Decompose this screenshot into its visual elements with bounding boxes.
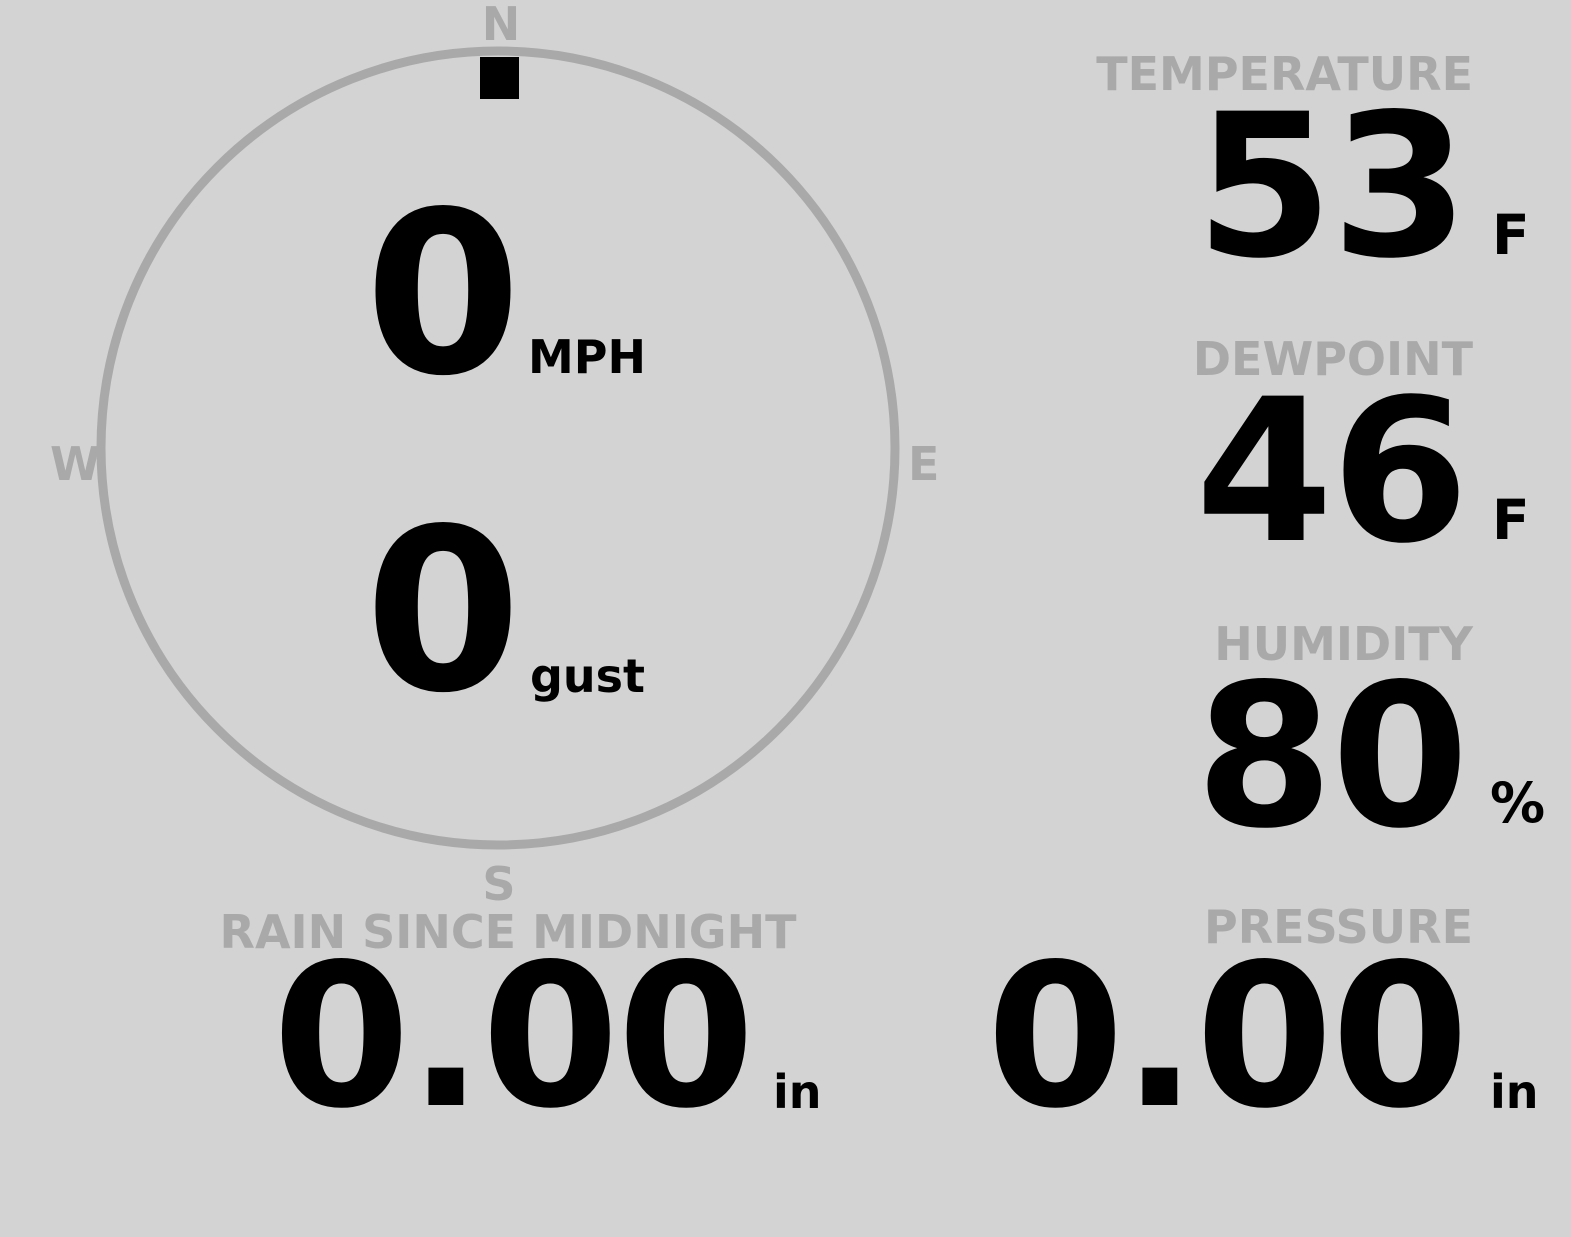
compass-ring [96,46,900,850]
rain-value: 0.00 [272,921,755,1152]
temperature-value: 53 [1195,71,1469,302]
wind-gust-unit: gust [530,649,646,703]
compass-east: E [908,437,940,491]
pressure-value: 0.00 [986,921,1469,1152]
dewpoint-label: DEWPOINT [1192,332,1473,386]
pressure-label: PRESSURE [1204,900,1473,954]
rain-unit: in [773,1065,822,1119]
humidity-label: HUMIDITY [1214,617,1473,671]
humidity-value: 80 [1195,641,1469,872]
humidity-unit: % [1490,771,1546,835]
pressure-unit: in [1490,1065,1539,1119]
dewpoint-value: 46 [1195,356,1469,587]
compass-west: W [50,437,101,491]
temperature-unit: F [1492,203,1530,267]
temperature-label: TEMPERATURE [1096,47,1473,101]
rain-label: RAIN SINCE MIDNIGHT [219,905,797,959]
wind-speed-value: 0 [364,164,522,426]
compass-north: N [481,0,521,51]
dewpoint-unit: F [1492,488,1530,552]
wind-gust-value: 0 [364,481,522,743]
compass-south: S [482,857,516,911]
wind-speed-unit: MPH [528,330,646,384]
wind-direction-marker [480,57,519,99]
wind-compass [96,46,900,850]
